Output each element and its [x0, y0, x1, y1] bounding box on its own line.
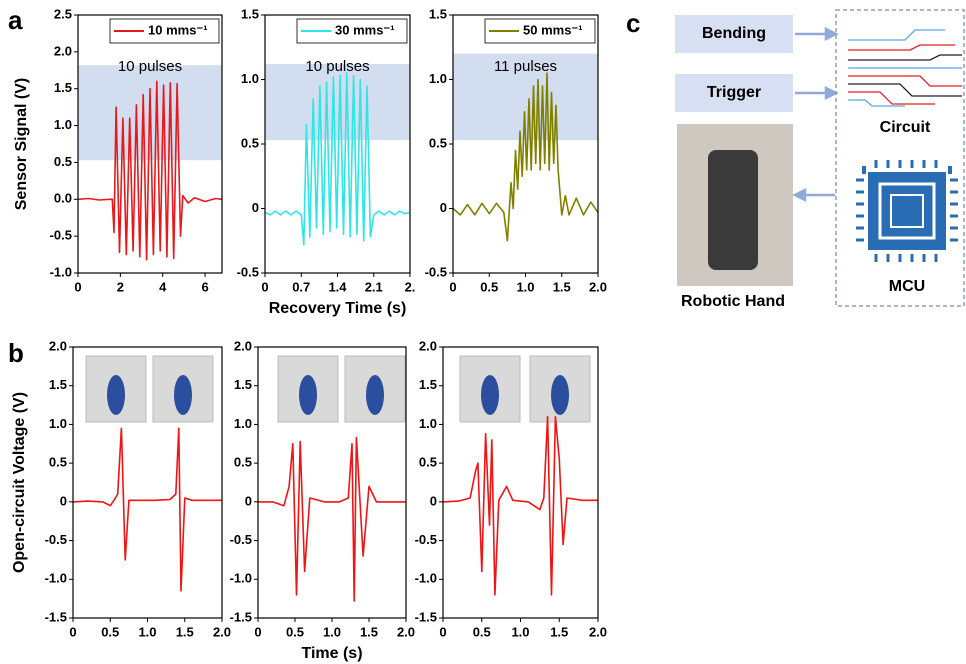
x-tick-label: 1.0: [511, 624, 529, 639]
plot-frame: [265, 15, 410, 273]
y-tick-label: 1.0: [54, 117, 72, 132]
y-tick-label: 0.5: [234, 455, 252, 470]
y-tick-label: -0.5: [237, 264, 259, 279]
y-axis-label: Open-circuit Voltage (V): [11, 392, 28, 573]
x-axis-label: Time (s): [301, 645, 362, 662]
x-tick-label: 1.0: [516, 279, 534, 294]
x-tick-label: 0.5: [286, 624, 304, 639]
signal-line: [258, 438, 406, 601]
y-tick-label: 0.5: [54, 154, 72, 169]
y-tick-label: 1.5: [429, 6, 447, 21]
y-tick-label: -0.5: [45, 532, 67, 547]
x-tick-label: 0.5: [473, 624, 491, 639]
y-tick-label: 0: [430, 493, 437, 508]
annotation: 10 pulses: [305, 58, 369, 75]
y-tick-label: 0.5: [429, 135, 447, 150]
signal-line: [443, 417, 598, 595]
y-tick-label: 1.0: [49, 416, 67, 431]
y-tick-label: 2.0: [419, 338, 437, 353]
x-tick-label: 0.5: [480, 279, 498, 294]
x-tick-label: 1.5: [553, 279, 571, 294]
x-tick-label: 1.0: [138, 624, 156, 639]
highlight-band: [265, 64, 410, 140]
circuit-label: Circuit: [880, 119, 931, 136]
legend-label: 30 mms⁻¹: [335, 22, 395, 37]
hand-label: Robotic Hand: [681, 293, 785, 310]
y-tick-label: -0.5: [50, 228, 72, 243]
mcu-label: MCU: [889, 278, 925, 295]
x-tick-label: 0: [254, 624, 261, 639]
y-tick-label: 0: [60, 493, 67, 508]
y-tick-label: 0.5: [419, 455, 437, 470]
x-tick-label: 0: [69, 624, 76, 639]
y-tick-label: 0: [252, 200, 259, 215]
y-tick-label: -0.5: [425, 264, 447, 279]
y-tick-label: 2.0: [234, 338, 252, 353]
y-tick-label: 1.5: [241, 6, 259, 21]
y-tick-label: 0.0: [54, 191, 72, 206]
x-axis-label: Recovery Time (s): [269, 300, 407, 317]
x-tick-label: 0.5: [101, 624, 119, 639]
y-tick-label: 0.5: [241, 135, 259, 150]
input-label: Trigger: [707, 84, 761, 101]
x-tick-label: 2: [117, 279, 124, 294]
y-tick-label: -1.5: [45, 609, 67, 624]
y-tick-label: -0.5: [415, 532, 437, 547]
photos: [86, 356, 590, 422]
x-tick-label: 4: [159, 279, 167, 294]
legend-label: 50 mms⁻¹: [523, 22, 583, 37]
x-tick-label: 2.1: [365, 279, 383, 294]
x-tick-label: 0: [439, 624, 446, 639]
x-tick-label: 2.0: [589, 279, 607, 294]
y-tick-label: 1.5: [54, 80, 72, 95]
y-tick-label: 2.5: [54, 6, 72, 21]
y-tick-label: 1.5: [419, 377, 437, 392]
x-tick-label: 0: [449, 279, 456, 294]
x-tick-label: 1.0: [323, 624, 341, 639]
x-tick-label: 1.5: [360, 624, 378, 639]
y-axis-label: Sensor Signal (V): [13, 78, 30, 210]
panel-label: a: [8, 5, 23, 35]
x-tick-label: 0.7: [292, 279, 310, 294]
y-tick-label: 1.0: [419, 416, 437, 431]
panel-label: b: [8, 338, 24, 368]
y-tick-label: -1.0: [230, 571, 252, 586]
y-tick-label: -1.5: [230, 609, 252, 624]
y-tick-label: 1.5: [49, 377, 67, 392]
panel-label: c: [626, 8, 640, 38]
y-tick-label: -1.0: [45, 571, 67, 586]
x-tick-label: 0: [74, 279, 81, 294]
x-tick-label: 1.5: [176, 624, 194, 639]
diagram: Bending Trigger Circuit: [675, 10, 964, 310]
x-tick-label: 2.0: [213, 624, 231, 639]
signal-line: [73, 428, 222, 591]
y-tick-label: -0.5: [230, 532, 252, 547]
x-tick-label: 2.0: [397, 624, 415, 639]
x-tick-label: 2.0: [589, 624, 607, 639]
x-tick-label: 1.4: [328, 279, 347, 294]
y-tick-label: 1.0: [429, 71, 447, 86]
x-tick-label: 0: [261, 279, 268, 294]
legend-label: 10 mms⁻¹: [148, 22, 208, 37]
y-tick-label: 1.5: [234, 377, 252, 392]
x-tick-label: 6: [201, 279, 208, 294]
y-tick-label: -1.5: [415, 609, 437, 624]
input-label: Bending: [702, 25, 766, 42]
y-tick-label: 2.0: [54, 43, 72, 58]
annotation: 11 pulses: [494, 58, 557, 75]
x-tick-label: 2.: [405, 279, 416, 294]
y-tick-label: 1.0: [241, 71, 259, 86]
figure: a b c Bending Trigger: [0, 0, 966, 664]
y-tick-label: 2.0: [49, 338, 67, 353]
y-tick-label: -1.0: [50, 264, 72, 279]
annotation: 10 pulses: [118, 58, 182, 75]
y-tick-label: 0: [245, 493, 252, 508]
y-tick-label: 0: [440, 200, 447, 215]
y-tick-label: -1.0: [415, 571, 437, 586]
y-tick-label: 1.0: [234, 416, 252, 431]
x-tick-label: 1.5: [550, 624, 568, 639]
y-tick-label: 0.5: [49, 455, 67, 470]
